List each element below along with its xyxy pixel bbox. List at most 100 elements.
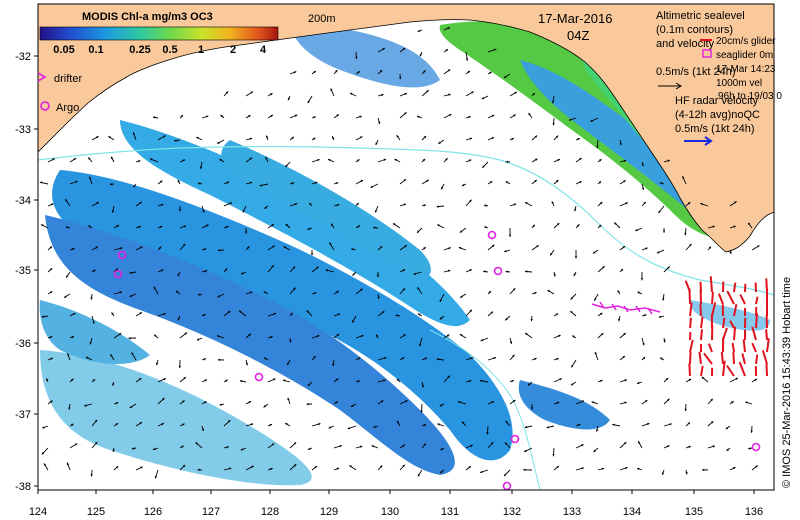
velocity-arrow: [157, 135, 166, 141]
latitude-tick-label: -38: [15, 481, 31, 493]
velocity-arrow: [135, 201, 143, 207]
velocity-arrow: [707, 420, 714, 427]
velocity-arrow: [135, 160, 141, 163]
velocity-arrow: [197, 293, 203, 296]
velocity-arrow: [465, 70, 471, 75]
velocity-arrow: [637, 440, 643, 449]
hf-radar-line-3: 0.5m/s (1kt 24h): [675, 123, 754, 135]
velocity-arrow: [685, 445, 691, 449]
velocity-arrow: [223, 467, 232, 471]
velocity-arrow: [157, 203, 164, 207]
velocity-arrow: [484, 226, 489, 229]
velocity-arrow: [617, 289, 621, 295]
velocity-arrow: [597, 180, 602, 185]
argo-float: [751, 442, 761, 452]
velocity-arrow: [726, 447, 731, 452]
velocity-arrow: [311, 465, 318, 471]
velocity-arrow: [377, 379, 386, 383]
glider-line-2: seaglider 0m: [716, 50, 773, 61]
velocity-arrow: [531, 224, 536, 229]
velocity-arrow: [333, 400, 338, 405]
velocity-arrow: [509, 379, 515, 383]
hf-radar-arrow: [729, 320, 735, 329]
velocity-arrow: [597, 312, 603, 317]
velocity-arrow: [47, 246, 53, 251]
velocity-arrow: [509, 287, 516, 295]
velocity-arrow: [663, 445, 670, 449]
velocity-arrow: [307, 227, 313, 230]
velocity-arrow: [373, 425, 379, 428]
velocity-arrow: [199, 161, 203, 170]
velocity-arrow: [196, 337, 203, 341]
velocity-arrow: [396, 378, 401, 383]
velocity-arrow: [637, 291, 643, 295]
velocity-arrow: [575, 180, 582, 185]
velocity-arrow: [641, 247, 648, 251]
velocity-arrow: [111, 205, 115, 213]
velocity-arrow: [659, 357, 665, 361]
velocity-arrow: [619, 441, 627, 449]
altimetric-line-1: Altimetric sealevel: [656, 10, 745, 22]
velocity-arrow: [574, 205, 577, 212]
velocity-arrow: [591, 401, 599, 405]
velocity-arrow: [216, 335, 225, 339]
glider-line-4: 1000m vel: [716, 78, 762, 89]
velocity-arrow: [217, 139, 225, 144]
velocity-arrow: [377, 400, 384, 405]
velocity-arrow: [662, 293, 665, 301]
velocity-arrow: [267, 336, 273, 339]
hf-radar-arrow: [711, 302, 717, 317]
velocity-arrow: [155, 359, 159, 366]
velocity-arrow: [333, 378, 339, 383]
velocity-arrow: [443, 113, 452, 119]
velocity-arrow: [264, 205, 269, 210]
velocity-arrow: [113, 224, 120, 229]
velocity-arrow: [707, 398, 714, 405]
velocity-arrow: [311, 335, 320, 339]
velocity-arrow: [129, 271, 137, 274]
velocity-arrow: [306, 402, 313, 406]
velocity-arrow: [355, 357, 361, 361]
velocity-arrow: [487, 441, 494, 449]
velocity-arrow: [91, 378, 96, 383]
velocity-arrow: [640, 271, 644, 281]
velocity-arrow: [531, 135, 538, 141]
colorbar-tick-label: 4: [260, 44, 267, 56]
colorbar-gradient: [39, 26, 279, 41]
velocity-arrow: [289, 337, 292, 343]
velocity-arrow: [351, 315, 357, 323]
velocity-arrow: [263, 291, 269, 295]
velocity-arrow: [153, 334, 159, 339]
velocity-arrow: [443, 27, 451, 31]
velocity-arrow: [487, 71, 492, 75]
velocity-arrow: [333, 114, 340, 119]
velocity-arrow: [201, 224, 209, 229]
velocity-arrow: [112, 381, 115, 386]
longitude-tick-label: 132: [503, 506, 521, 518]
velocity-arrow: [289, 71, 297, 75]
velocity-arrow: [487, 114, 495, 119]
velocity-arrow: [570, 293, 577, 300]
longitude-tick-label: 127: [202, 506, 220, 518]
velocity-arrow: [572, 335, 577, 339]
velocity-arrow: [355, 51, 358, 59]
velocity-arrow: [179, 332, 188, 339]
velocity-arrow: [179, 243, 186, 251]
hf-radar-arrow: [689, 339, 694, 353]
hf-radar-arrow: [726, 290, 735, 305]
velocity-arrow: [553, 179, 559, 185]
velocity-arrow: [483, 204, 489, 207]
longitude-tick-label: 125: [87, 506, 105, 518]
velocity-arrow: [439, 293, 445, 303]
velocity-arrow: [619, 379, 628, 383]
velocity-arrow: [443, 375, 451, 383]
glider-legend: 20cm/s glider seaglider 0m 17-Mar 14:23 …: [700, 36, 782, 102]
hf-radar-arrow: [698, 351, 702, 365]
velocity-arrow: [223, 225, 229, 229]
velocity-arrow: [459, 227, 467, 233]
velocity-arrow: [289, 136, 295, 141]
hf-radar-arrow: [731, 342, 735, 353]
argo-float: [117, 250, 127, 260]
velocity-arrow: [751, 465, 759, 471]
